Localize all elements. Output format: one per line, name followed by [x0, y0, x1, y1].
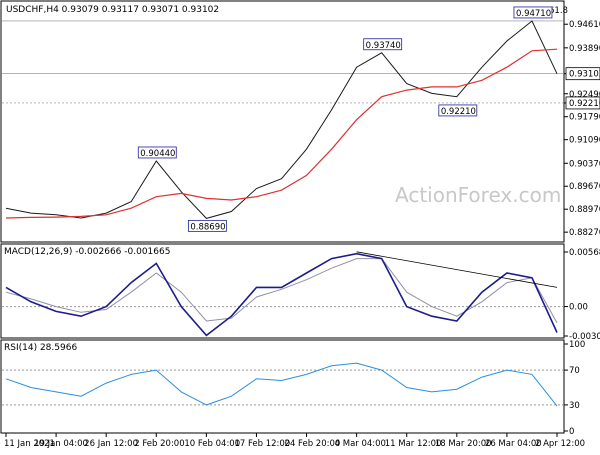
rsi-label: RSI(14) 28.5966 [4, 343, 77, 353]
annotation-0-92210: 0.92210 [438, 104, 478, 117]
price-tick-box [565, 96, 600, 110]
x-tick-label: 18 Mar 20:00 [435, 439, 492, 449]
x-tick-label: 11 Jan 2021 [4, 439, 55, 449]
fib-label: 61.8 [549, 6, 568, 16]
series [5, 20, 558, 407]
annotations: 0.94710 0.93740 0.90440 0.88690 0.92210 [137, 6, 553, 232]
annotation-label: 0.88690 [190, 222, 225, 232]
macd-tick-label: 0.00 [569, 303, 588, 313]
annotation-0-93740: 0.93740 [363, 38, 403, 51]
x-tick-label: 2 Apr 12:00 [535, 439, 585, 449]
levels [2, 20, 564, 104]
annotation-0-90440: 0.90440 [137, 146, 177, 159]
macd-tick-label: -0.003063 [569, 332, 600, 342]
watermark: ActionForex.com [395, 183, 561, 207]
annotation-label: 0.90440 [140, 149, 175, 159]
annotation-label: 0.92210 [441, 107, 476, 117]
x-tick-label: 26 Jan 12:00 [84, 439, 138, 449]
annotation-0-94710: 0.94710 [513, 6, 553, 19]
x-tick-label: 11 Mar 12:00 [385, 439, 442, 449]
rsi-tick-label: 70 [569, 366, 580, 376]
annotation-box [513, 6, 553, 19]
annotation-label: 0.94710 [516, 9, 551, 19]
rsi-tick-label: 30 [569, 401, 580, 411]
price-tick-label: 0.92210 [569, 99, 600, 109]
macd-label: MACD(12,26,9) -0.002666 -0.001665 [4, 247, 170, 257]
x-tick-label: 26 Mar 04:00 [485, 439, 542, 449]
price-tick-boxed: 0.92210 [565, 96, 600, 110]
macd-trendline [356, 251, 558, 288]
x-tick-label: 24 Feb 20:00 [285, 439, 341, 449]
x-tick-label: 4 Mar 04:00 [335, 439, 386, 449]
price-tick-boxed: 0.93102 [565, 67, 600, 81]
price-tick-label: 0.93102 [569, 70, 600, 80]
annotation-box [363, 38, 403, 51]
x-tick-label: 2 Feb 20:00 [134, 439, 184, 449]
rsi-panel-frame [0, 339, 565, 434]
x-tick-label: 19 Jan 04:00 [34, 439, 88, 449]
price-tick-box [565, 67, 600, 81]
annotation-box [137, 146, 177, 159]
macd-series-line [5, 252, 558, 337]
x-tick-label: 10 Feb 04:00 [184, 439, 240, 449]
annotation-box [187, 219, 227, 232]
price-panel-frame [0, 0, 565, 243]
ma-series-line [5, 48, 558, 219]
macd-tick-label: 0.005682 [569, 248, 600, 258]
symbol-line: USDCHF,H4 0.93079 0.93117 0.93071 0.9310… [6, 5, 219, 15]
x-tick-label: 17 Feb 12:00 [234, 439, 290, 449]
rsi-tick-label: 0 [569, 427, 574, 437]
annotation-box [438, 104, 478, 117]
rsi-tick-label: 100 [569, 340, 585, 350]
annotation-label: 0.93740 [366, 41, 401, 51]
annotation-0-88690: 0.88690 [187, 219, 227, 232]
macd-panel-frame [0, 243, 565, 339]
rsi-series-line [5, 362, 558, 407]
rsi-axis: 100 70 30 0 [2, 340, 585, 437]
